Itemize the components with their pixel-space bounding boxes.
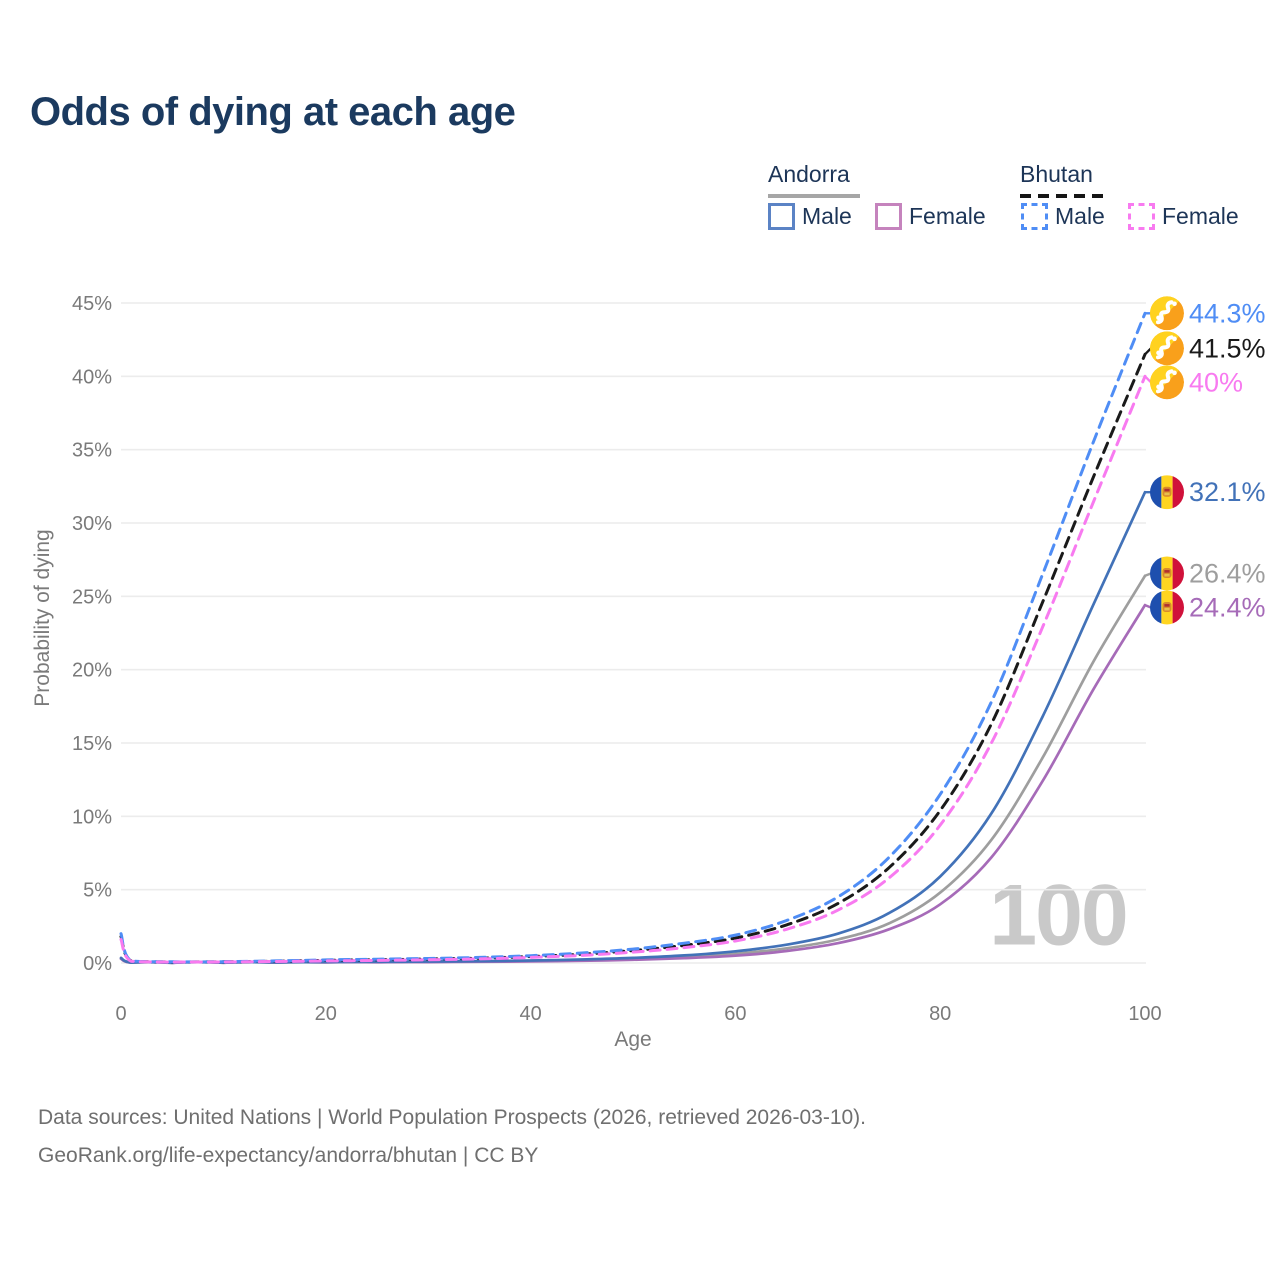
legend-bhutan-line-sample xyxy=(1020,194,1106,198)
legend-group-bhutan-title: Bhutan xyxy=(1020,161,1093,187)
y-tick-label: 10% xyxy=(72,806,112,828)
legend-item-andorra-male[interactable]: Male xyxy=(768,203,852,230)
series-line-bhutan-male xyxy=(119,311,1147,964)
legend-label: Male xyxy=(802,203,852,229)
series-end-label: 24.4% xyxy=(1189,592,1266,622)
y-tick-label: 40% xyxy=(72,366,112,388)
series-line-andorra-male xyxy=(119,490,1147,965)
legend-label: Female xyxy=(909,203,986,229)
bhutan-flag-icon xyxy=(1150,365,1184,400)
x-tick-label: 40 xyxy=(519,1003,541,1025)
x-tick-label: 100 xyxy=(1128,1003,1161,1025)
andorra-flag-icon xyxy=(1150,590,1184,625)
legend-label: Female xyxy=(1162,203,1239,229)
andorra-flag-icon xyxy=(1150,556,1184,591)
andorra-female-swatch-icon xyxy=(875,203,902,230)
y-tick-label: 25% xyxy=(72,586,112,608)
y-tick-label: 30% xyxy=(72,513,112,535)
series-end-label: 26.4% xyxy=(1189,558,1266,588)
series-line-bhutan-female xyxy=(119,374,1147,964)
y-tick-label: 35% xyxy=(72,440,112,462)
andorra-male-swatch-icon xyxy=(768,203,795,230)
andorra-flag-icon xyxy=(1150,475,1184,510)
legend-label: Male xyxy=(1055,203,1105,229)
x-tick-label: 20 xyxy=(315,1003,337,1025)
data-source-line: Data sources: United Nations | World Pop… xyxy=(38,1106,867,1129)
legend-item-bhutan-female[interactable]: Female xyxy=(1128,203,1239,230)
age-watermark: 100 xyxy=(989,867,1128,964)
legend-item-bhutan-male[interactable]: Male xyxy=(1021,203,1105,230)
series-line-bhutan-both xyxy=(119,352,1147,964)
series-line-andorra-female xyxy=(119,603,1147,965)
series-end-label: 41.5% xyxy=(1189,333,1266,363)
legend-group-andorra-title: Andorra xyxy=(768,161,850,187)
y-tick-label: 20% xyxy=(72,660,112,682)
x-tick-label: 0 xyxy=(115,1003,126,1025)
x-tick-label: 60 xyxy=(724,1003,746,1025)
series-end-label: 40% xyxy=(1189,367,1243,397)
series-end-label: 44.3% xyxy=(1189,298,1266,328)
y-tick-label: 0% xyxy=(83,953,112,975)
x-tick-label: 80 xyxy=(929,1003,951,1025)
y-tick-label: 15% xyxy=(72,733,112,755)
bhutan-flag-icon xyxy=(1150,331,1184,366)
page-title: Odds of dying at each age xyxy=(30,90,516,134)
series-line-andorra-both xyxy=(119,574,1147,965)
legend-item-andorra-female[interactable]: Female xyxy=(875,203,986,230)
x-axis-title: Age xyxy=(614,1028,652,1051)
bhutan-male-swatch-icon xyxy=(1021,203,1048,230)
bhutan-flag-icon xyxy=(1150,296,1184,331)
bhutan-female-swatch-icon xyxy=(1128,203,1155,230)
legend-andorra-line-sample xyxy=(768,194,860,198)
y-tick-label: 5% xyxy=(83,880,112,902)
y-tick-label: 45% xyxy=(72,293,112,315)
attribution-line: GeoRank.org/life-expectancy/andorra/bhut… xyxy=(38,1144,539,1167)
series-end-label: 32.1% xyxy=(1189,477,1266,507)
